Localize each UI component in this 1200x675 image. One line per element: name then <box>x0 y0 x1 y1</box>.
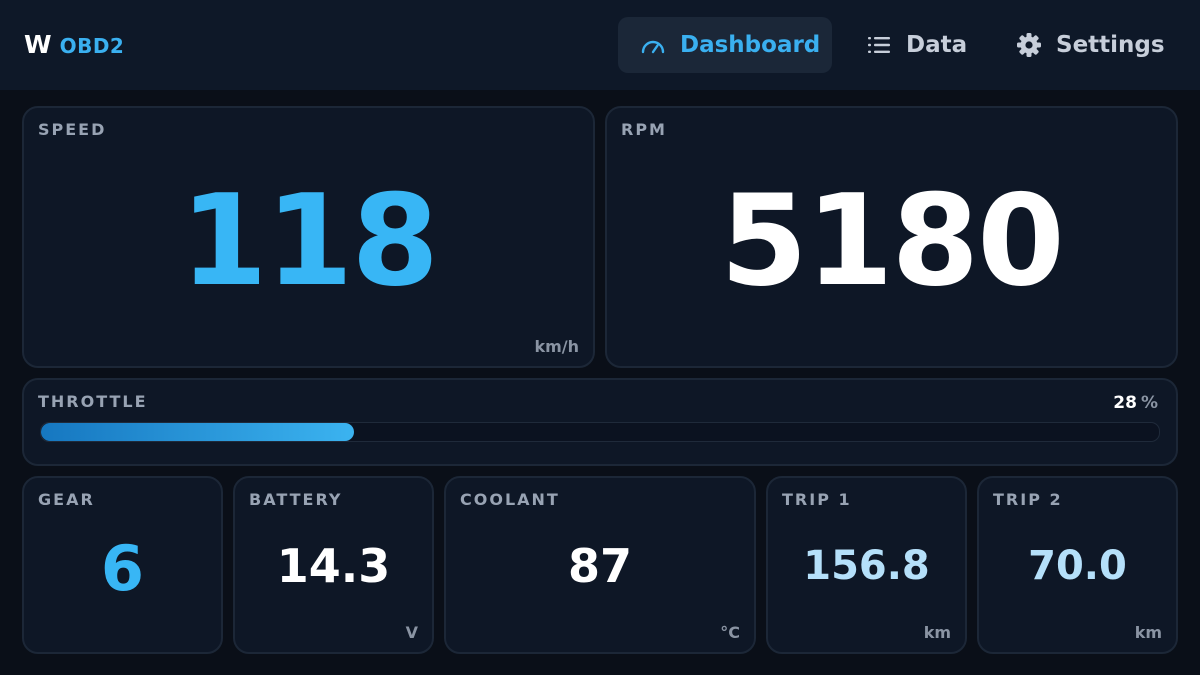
battery-panel: BATTERY 14.3 V <box>233 476 434 654</box>
throttle-unit: % <box>1140 393 1158 413</box>
battery-label: BATTERY <box>249 490 343 509</box>
list-icon <box>866 32 892 58</box>
speed-value: 118 <box>179 167 439 314</box>
nav-tab-label: Data <box>906 32 968 58</box>
app-logo: W OBD2 <box>24 30 124 62</box>
coolant-unit: °C <box>720 623 740 642</box>
nav-tab-dashboard[interactable]: Dashboard <box>618 17 832 73</box>
battery-value: 14.3 <box>276 539 391 593</box>
rpm-panel: RPM 5180 <box>605 106 1178 368</box>
gear-icon <box>1016 32 1042 58</box>
trip2-panel: TRIP 2 70.0 km <box>977 476 1178 654</box>
throttle-value: 28 <box>1113 393 1137 413</box>
speed-unit: km/h <box>534 337 579 356</box>
coolant-label: COOLANT <box>460 490 560 509</box>
speed-panel: SPEED 118 km/h <box>22 106 595 368</box>
rpm-label: RPM <box>621 120 667 139</box>
gear-label: GEAR <box>38 490 95 509</box>
gauge-icon <box>640 32 666 58</box>
gear-value: 6 <box>100 532 145 605</box>
speed-label: SPEED <box>38 120 107 139</box>
logo-letter: W <box>24 30 52 59</box>
trip1-unit: km <box>923 623 951 642</box>
rpm-value: 5180 <box>720 167 1065 314</box>
trip2-label: TRIP 2 <box>993 490 1063 509</box>
gear-panel: GEAR 6 <box>22 476 223 654</box>
top-bar: W OBD2 Dashboard Data <box>0 0 1200 90</box>
coolant-value: 87 <box>567 539 632 593</box>
trip1-label: TRIP 1 <box>782 490 852 509</box>
battery-unit: V <box>405 623 418 642</box>
throttle-bar-fill <box>41 423 355 441</box>
throttle-label: THROTTLE <box>38 392 148 411</box>
nav-tab-data[interactable]: Data <box>844 17 984 73</box>
throttle-panel: THROTTLE 28% <box>22 378 1178 466</box>
nav-tab-label: Settings <box>1056 32 1165 58</box>
nav-tab-label: Dashboard <box>680 32 821 58</box>
logo-text: OBD2 <box>59 34 125 58</box>
nav-tab-settings[interactable]: Settings <box>994 17 1178 73</box>
trip1-panel: TRIP 1 156.8 km <box>766 476 967 654</box>
throttle-readout: 28% <box>1113 393 1158 413</box>
coolant-panel: COOLANT 87 °C <box>444 476 756 654</box>
throttle-bar-track <box>40 422 1160 442</box>
trip1-value: 156.8 <box>803 543 930 589</box>
trip2-unit: km <box>1134 623 1162 642</box>
trip2-value: 70.0 <box>1028 543 1127 589</box>
